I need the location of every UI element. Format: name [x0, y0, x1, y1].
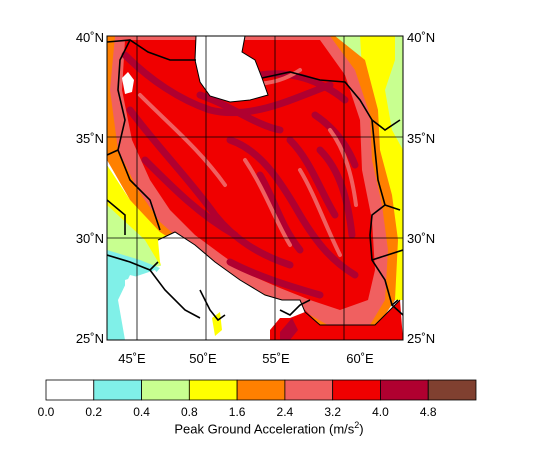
hazard-zone-crimson-oman — [280, 318, 298, 340]
color-bar-swatch — [332, 379, 381, 401]
color-bar-swatch — [427, 379, 477, 401]
lat-label-left-40: 40˚N — [76, 30, 104, 45]
color-bar — [45, 379, 477, 401]
lat-label-left-30: 30˚N — [76, 231, 104, 246]
color-bar-swatch — [236, 379, 286, 401]
color-bar-tick-label: 4.8 — [419, 405, 437, 419]
lake-urmia — [122, 72, 134, 94]
color-bar-tick-label: 0.2 — [85, 405, 103, 419]
legend-title: Peak Ground Acceleration (m/s2) — [0, 420, 538, 436]
color-bar-tick-label: 2.4 — [276, 405, 294, 419]
legend-title-text: Peak Ground Acceleration (m/s — [174, 421, 355, 437]
country-borders — [107, 39, 403, 322]
color-bar-tick-label: 3.2 — [324, 405, 341, 419]
color-bar-swatch — [141, 379, 190, 401]
persian-gulf — [158, 232, 305, 340]
arabian-peninsula — [125, 270, 200, 340]
lat-label-right-35: 35˚N — [407, 131, 435, 146]
color-bar-swatch — [284, 379, 334, 401]
lon-label-50: 50˚E — [189, 351, 217, 366]
legend-title-exponent: 2 — [354, 420, 360, 430]
lon-label-55: 55˚E — [262, 351, 290, 366]
map-frame — [106, 35, 404, 341]
color-bar-swatch — [45, 379, 95, 401]
legend-title-suffix: ) — [359, 421, 364, 437]
lat-label-left-25: 25˚N — [76, 331, 104, 346]
lat-label-left-35: 35˚N — [76, 131, 104, 146]
color-bar-swatch — [188, 379, 238, 401]
color-bar-tick-label: 0.4 — [133, 405, 150, 419]
lat-label-right-25: 25˚N — [407, 331, 435, 346]
graticule — [107, 36, 403, 340]
color-bar-tick-label: 4.0 — [372, 405, 389, 419]
lat-label-right-40: 40˚N — [407, 30, 435, 45]
lon-label-45: 45˚E — [118, 351, 146, 366]
hazard-zone-crimson-belts — [121, 51, 359, 299]
hazard-zone-cyan-west — [107, 250, 160, 340]
color-bar-swatch — [380, 379, 429, 401]
lon-label-60: 60˚E — [346, 351, 374, 366]
color-bar-tick-label: 0.8 — [180, 405, 198, 419]
lat-label-right-30: 30˚N — [407, 231, 435, 246]
coastlines — [157, 36, 401, 326]
color-bar-swatch — [93, 379, 142, 401]
hazard-zone-red — [122, 40, 375, 310]
caspian-sea — [195, 36, 268, 102]
color-bar-tick-label: 0.0 — [37, 405, 55, 419]
color-bar-tick-label: 1.6 — [228, 405, 246, 419]
